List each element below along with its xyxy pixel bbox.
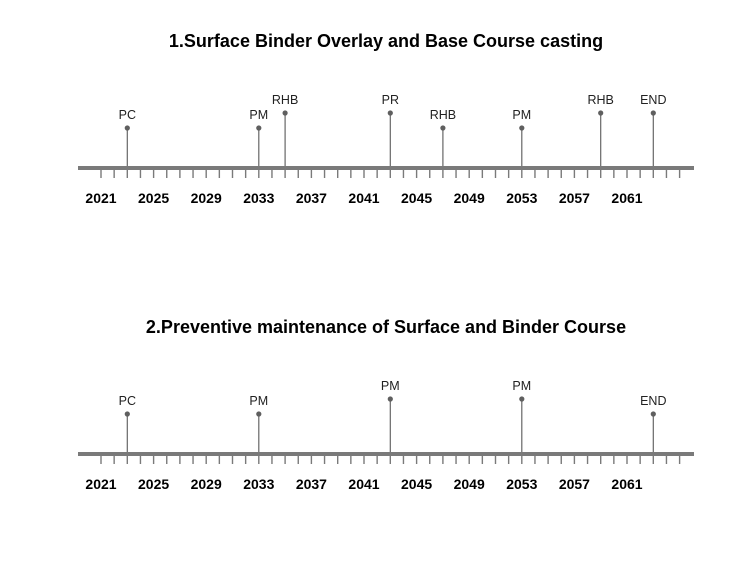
event-label: PC bbox=[119, 108, 136, 122]
year-label: 2041 bbox=[348, 190, 379, 206]
event-marker bbox=[598, 110, 604, 116]
year-label: 2037 bbox=[296, 190, 327, 206]
year-label: 2037 bbox=[296, 476, 327, 492]
year-label: 2049 bbox=[454, 190, 485, 206]
event-label: RHB bbox=[272, 93, 298, 107]
year-label: 2033 bbox=[243, 476, 274, 492]
timeline-title: 1.Surface Binder Overlay and Base Course… bbox=[169, 31, 603, 51]
event-label: PC bbox=[119, 394, 136, 408]
year-label: 2021 bbox=[85, 476, 116, 492]
year-label: 2033 bbox=[243, 190, 274, 206]
event-label: PM bbox=[249, 394, 268, 408]
event-marker bbox=[256, 411, 262, 417]
year-label: 2041 bbox=[348, 476, 379, 492]
event-marker bbox=[282, 110, 288, 116]
event-marker bbox=[256, 125, 262, 131]
year-label: 2025 bbox=[138, 476, 169, 492]
event-marker bbox=[387, 396, 393, 402]
year-label: 2049 bbox=[454, 476, 485, 492]
timeline-title: 2.Preventive maintenance of Surface and … bbox=[146, 317, 626, 337]
timeline-2-preventive-maintenance: PC PM PM PM END 2021 2025 2029 2033 2037 2041 2045 2… bbox=[78, 379, 694, 492]
event-marker bbox=[519, 396, 525, 402]
year-label: 2057 bbox=[559, 190, 590, 206]
event-marker bbox=[124, 411, 130, 417]
event-marker bbox=[440, 125, 446, 131]
event-marker bbox=[650, 411, 656, 417]
event-label: PM bbox=[512, 108, 531, 122]
timeline-1-surface-binder-overlay: PC PM RHB PR RHB PM RHB END 2021 2025 2029 2033 2037… bbox=[78, 93, 694, 206]
year-label: 2053 bbox=[506, 190, 537, 206]
event-label: PM bbox=[512, 379, 531, 393]
year-label: 2053 bbox=[506, 476, 537, 492]
event-marker bbox=[650, 110, 656, 116]
year-label: 2021 bbox=[85, 190, 116, 206]
event-label: RHB bbox=[430, 108, 456, 122]
event-label: END bbox=[640, 394, 666, 408]
year-label: 2045 bbox=[401, 476, 432, 492]
event-marker bbox=[124, 125, 130, 131]
year-label: 2061 bbox=[611, 476, 642, 492]
event-label: PM bbox=[381, 379, 400, 393]
year-label: 2025 bbox=[138, 190, 169, 206]
year-label: 2029 bbox=[191, 190, 222, 206]
year-label: 2029 bbox=[191, 476, 222, 492]
year-label: 2045 bbox=[401, 190, 432, 206]
event-label: PR bbox=[382, 93, 399, 107]
event-marker bbox=[387, 110, 393, 116]
event-label: PM bbox=[249, 108, 268, 122]
event-label: RHB bbox=[587, 93, 613, 107]
event-marker bbox=[519, 125, 525, 131]
year-label: 2057 bbox=[559, 476, 590, 492]
event-label: END bbox=[640, 93, 666, 107]
year-label: 2061 bbox=[611, 190, 642, 206]
